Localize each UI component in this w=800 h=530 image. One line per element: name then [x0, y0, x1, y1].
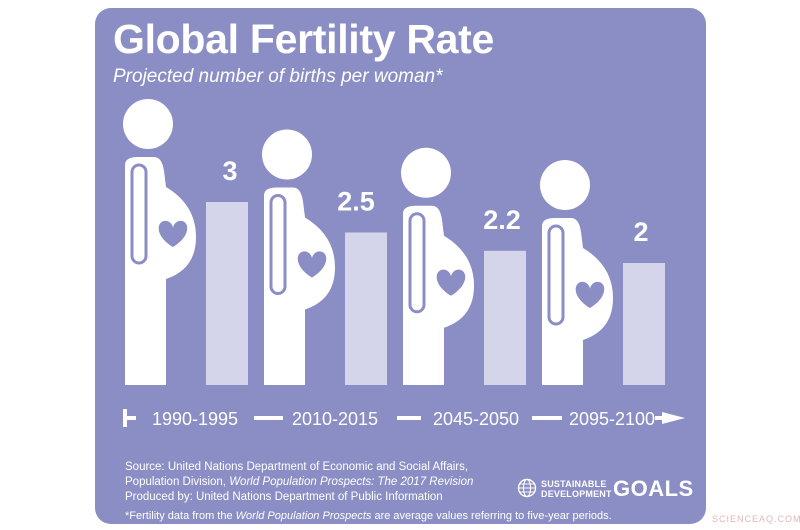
value-label-1990-1995: 3 — [222, 156, 237, 186]
source-line-1: Source: United Nations Department of Eco… — [125, 461, 469, 473]
tick-label-2010-2015: 2010-2015 — [292, 409, 378, 429]
timeline-arrow-icon — [662, 412, 685, 424]
footnote-suffix: are average values referring to five-yea… — [371, 510, 612, 522]
timeline-dash-3 — [532, 416, 562, 420]
value-label-2045-2050: 2.2 — [483, 205, 521, 235]
tick-label-2045-2050: 2045-2050 — [433, 409, 519, 429]
pregnant-woman-icon — [540, 160, 613, 385]
sdg-logo-line-2: DEVELOPMENT — [541, 489, 612, 499]
bar-2010-2015 — [345, 232, 387, 385]
figure-head — [262, 129, 312, 180]
sdg-logo: SUSTAINABLE DEVELOPMENT GOALS — [517, 476, 697, 502]
timeline-start-dash — [123, 416, 136, 420]
figure-head — [401, 147, 451, 198]
figure-arm — [408, 212, 426, 314]
heart-icon — [297, 251, 327, 278]
timeline-dash-2 — [397, 416, 421, 420]
source-line-3: Produced by: United Nations Department o… — [125, 491, 443, 503]
sdg-logo-subtext: SUSTAINABLE DEVELOPMENT — [541, 479, 612, 499]
figure-head — [123, 99, 173, 149]
figure-body — [542, 218, 613, 385]
sdg-logo-word: GOALS — [613, 476, 694, 501]
chart-title: Global Fertility Rate — [113, 16, 494, 62]
pregnant-woman-icon — [401, 147, 474, 385]
heart-icon — [158, 220, 188, 247]
value-label-2010-2015: 2.5 — [337, 187, 375, 217]
figure-arm — [130, 163, 148, 265]
figure-body — [264, 187, 335, 385]
pregnant-woman-icon — [262, 129, 335, 385]
footnote: *Fertility data from the World Populatio… — [125, 510, 612, 522]
fertility-bar-chart: 3 2.5 2.2 2 1990-1995 2010-2015 2045-2050 2095… — [123, 99, 685, 429]
figure-body — [125, 157, 196, 385]
chart-subtitle: Projected number of births per woman* — [113, 66, 443, 87]
bar-2045-2050 — [484, 250, 526, 385]
heart-icon — [575, 281, 605, 308]
bar-2095-2100 — [623, 263, 665, 385]
sdg-logo-line-1: SUSTAINABLE — [541, 479, 607, 489]
tick-label-2095-2100: 2095-2100 — [569, 409, 655, 429]
source-line-2-prefix: Population Division, — [125, 476, 230, 488]
figure-arm — [547, 224, 565, 326]
un-emblem-icon — [517, 478, 537, 498]
footnote-italic: World Population Prospects — [235, 510, 372, 522]
figure-body — [403, 205, 474, 385]
heart-icon — [436, 269, 466, 296]
infographic-card: Global Fertility Rate Projected number o… — [95, 8, 706, 524]
tick-label-1990-1995: 1990-1995 — [152, 409, 238, 429]
footnote-prefix: *Fertility data from the — [125, 510, 236, 522]
value-label-2095-2100: 2 — [633, 217, 648, 247]
bar-1990-1995 — [206, 202, 248, 385]
pregnant-woman-icon — [123, 99, 196, 385]
figure-head — [540, 160, 590, 210]
timeline-arrow-shaft — [655, 416, 667, 420]
timeline-dash-1 — [254, 416, 283, 420]
source-note: Source: United Nations Department of Eco… — [125, 460, 473, 505]
figure-arm — [269, 194, 287, 295]
source-line-2-italic: World Population Prospects: The 2017 Rev… — [229, 476, 474, 488]
watermark: SCIENCEAQ.COM — [712, 514, 800, 524]
